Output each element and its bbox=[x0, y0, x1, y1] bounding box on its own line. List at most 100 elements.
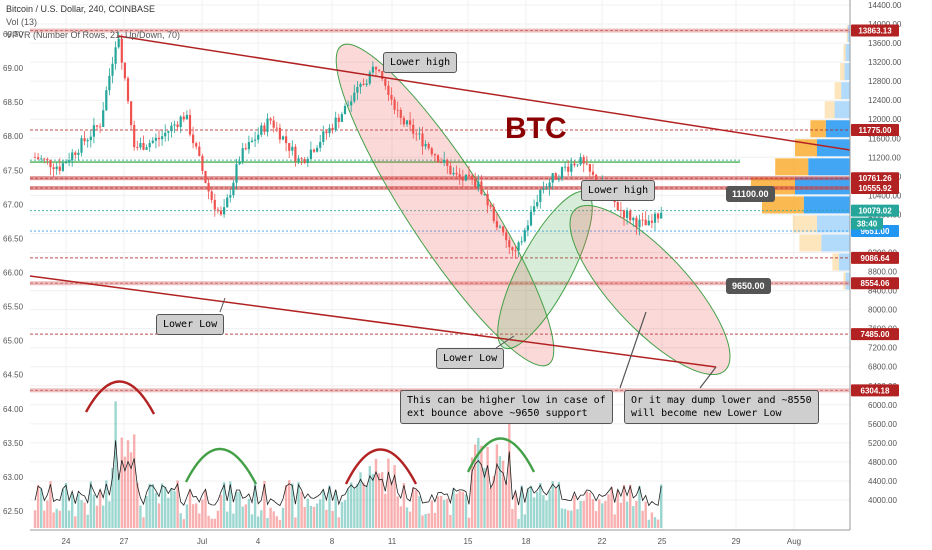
volume-bar bbox=[52, 512, 55, 528]
volume-bar bbox=[638, 485, 641, 528]
volume-bar bbox=[653, 517, 657, 528]
candle-body bbox=[108, 75, 111, 91]
volume-bar bbox=[83, 502, 86, 528]
volume-bar bbox=[241, 506, 244, 528]
volume-bar bbox=[402, 483, 406, 528]
volume-bar bbox=[297, 482, 300, 528]
volume-bar bbox=[644, 501, 647, 528]
volume-bar bbox=[598, 499, 601, 528]
price-level-badge bbox=[851, 24, 899, 37]
volume-bar bbox=[520, 485, 523, 528]
volume-bar bbox=[123, 456, 127, 528]
left-tick-label: 67.50 bbox=[3, 166, 24, 175]
candle-body bbox=[179, 116, 182, 128]
candle-body bbox=[514, 250, 517, 252]
volume-bar bbox=[536, 491, 539, 528]
candle-body bbox=[263, 125, 266, 132]
volume-bar bbox=[629, 484, 632, 528]
volume-bar bbox=[635, 500, 638, 528]
left-tick-label: 69.50 bbox=[3, 30, 24, 39]
candle-body bbox=[536, 202, 539, 207]
candle-body bbox=[483, 193, 486, 195]
candle-body bbox=[421, 133, 424, 147]
candle-body bbox=[170, 125, 173, 132]
volume-bar bbox=[470, 457, 474, 528]
volume-bar bbox=[55, 508, 58, 528]
candle-body bbox=[74, 152, 77, 155]
volume-bar bbox=[390, 481, 393, 528]
volume-profile-up-bar bbox=[845, 44, 850, 62]
price-tick-label: 12800.00 bbox=[868, 77, 902, 86]
volume-bar bbox=[185, 504, 189, 528]
volume-bar bbox=[415, 489, 418, 528]
volume-bar bbox=[508, 421, 511, 528]
volume-bar bbox=[49, 481, 52, 528]
volume-bar bbox=[74, 516, 77, 528]
candle-body bbox=[185, 114, 188, 120]
volume-bar bbox=[334, 490, 337, 528]
volume-bar bbox=[356, 483, 359, 528]
volume-profile-up-bar bbox=[845, 272, 850, 290]
candle-body bbox=[300, 158, 303, 160]
candle-body bbox=[647, 220, 650, 226]
candle-body bbox=[247, 141, 250, 150]
price-tick-label: 4400.00 bbox=[868, 477, 897, 486]
candle-body bbox=[195, 143, 198, 147]
left-tick-label: 68.50 bbox=[3, 98, 24, 107]
callout-lower-low-2: Lower Low bbox=[436, 348, 505, 369]
volume-bar bbox=[157, 503, 161, 528]
volume-bar bbox=[489, 487, 492, 528]
volume-profile-up-bar bbox=[817, 215, 850, 233]
volume-bar bbox=[294, 517, 297, 528]
channel-lower-line bbox=[29, 275, 717, 368]
volume-indicator-label: Vol (13) bbox=[6, 17, 38, 27]
candle-body bbox=[560, 167, 564, 179]
candle-body bbox=[570, 163, 573, 172]
candle-body bbox=[427, 143, 430, 149]
candle-body bbox=[322, 131, 325, 142]
price-tick-label: 12400.00 bbox=[868, 96, 902, 105]
candle-body bbox=[511, 247, 514, 251]
volume-bar bbox=[371, 474, 375, 528]
volume-bar bbox=[588, 492, 592, 528]
price-tick-label: 8400.00 bbox=[868, 287, 897, 296]
candle-body bbox=[489, 205, 492, 207]
candle-body bbox=[520, 241, 523, 243]
candle-body bbox=[266, 118, 269, 132]
volume-bar bbox=[622, 485, 626, 528]
candle-body bbox=[573, 163, 576, 166]
candle-body bbox=[443, 159, 446, 163]
candle-body bbox=[55, 166, 58, 170]
price-level-badge bbox=[851, 204, 899, 217]
candle-body bbox=[173, 124, 176, 126]
candle-body bbox=[309, 149, 312, 159]
candle-body bbox=[303, 159, 306, 163]
volume-bar bbox=[188, 490, 192, 528]
volume-profile-down-bar bbox=[840, 63, 845, 81]
volume-profile bbox=[751, 25, 850, 290]
candle-body bbox=[365, 83, 368, 85]
candle-body bbox=[368, 72, 371, 84]
volume-bar bbox=[501, 460, 505, 528]
pattern-ellipses bbox=[335, 43, 731, 376]
volume-profile-up-bar bbox=[821, 234, 850, 252]
candle-body bbox=[567, 166, 570, 172]
candle-body bbox=[294, 146, 297, 162]
volume-bar bbox=[235, 491, 238, 528]
price-tick-label: 6800.00 bbox=[868, 363, 897, 372]
callout-pointer bbox=[495, 335, 515, 349]
left-tick-label: 64.50 bbox=[3, 371, 24, 380]
left-tick-label: 64.00 bbox=[3, 405, 24, 414]
volume-profile-down-bar bbox=[775, 158, 809, 176]
volume-bar bbox=[604, 500, 607, 528]
candle-body bbox=[182, 116, 185, 120]
candle-body bbox=[591, 171, 595, 175]
price-tick-label: 14000.00 bbox=[868, 20, 902, 29]
candle-body bbox=[102, 110, 105, 127]
candle-body bbox=[207, 182, 210, 192]
candle-body bbox=[467, 174, 471, 176]
candle-body bbox=[433, 154, 436, 156]
candle-body bbox=[278, 127, 281, 140]
volume-bar bbox=[170, 488, 173, 528]
